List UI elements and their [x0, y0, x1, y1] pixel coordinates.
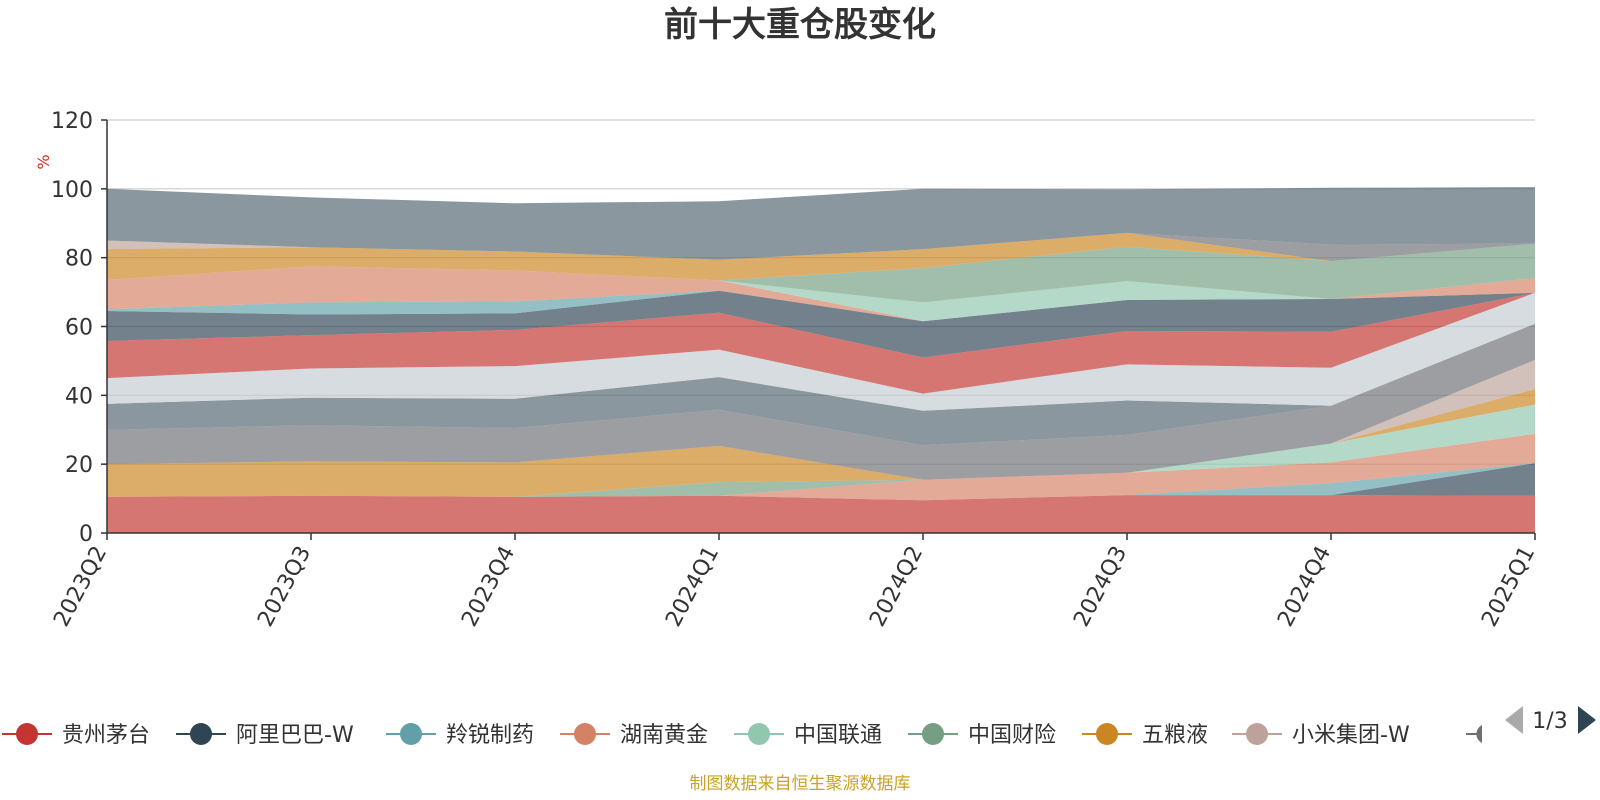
x-tick-label: 2024Q2 [865, 542, 928, 631]
area-series-0 [107, 495, 1535, 533]
legend-item-7[interactable]: 小米集团-W [1232, 723, 1410, 748]
y-tick-label: 100 [51, 178, 93, 203]
legend-circle-icon [190, 723, 212, 745]
legend-circle-icon [400, 723, 422, 745]
y-axis-unit-label: % [34, 154, 53, 169]
area-series-16 [107, 243, 1535, 303]
legend-label: 小米集团-W [1292, 723, 1410, 748]
area-series-8 [107, 323, 1535, 480]
legend-circle-icon [16, 723, 38, 745]
chart-title: 前十大重仓股变化 [664, 5, 936, 45]
legend-label: 中国财险 [968, 723, 1056, 748]
legend-label: 五粮液 [1142, 723, 1208, 748]
x-tick-label: 2023Q4 [457, 542, 520, 631]
legend-page-indicator: 1/3 [1532, 709, 1567, 734]
y-tick-label: 20 [65, 453, 93, 478]
legend-circle-icon [748, 723, 770, 745]
legend-pager: 1/3 [1505, 706, 1596, 734]
area-series-9 [107, 323, 1535, 446]
legend-item-5[interactable]: 中国财险 [908, 723, 1056, 748]
legend-next-page-icon[interactable] [1578, 706, 1596, 734]
legend-item-4[interactable]: 中国联通 [734, 723, 882, 748]
area-series-10 [107, 292, 1535, 411]
x-tick-label: 2024Q1 [661, 542, 724, 631]
legend-item-2[interactable]: 羚锐制药 [386, 723, 534, 748]
y-tick-label: 40 [65, 384, 93, 409]
x-tick-label: 2025Q1 [1477, 542, 1540, 631]
legend-circle-icon [1096, 723, 1118, 745]
legend-label: 阿里巴巴-W [236, 723, 354, 748]
legend-item-0[interactable]: 贵州茅台 [2, 723, 150, 748]
legend-circle-icon [574, 723, 596, 745]
legend-label: 湖南黄金 [620, 723, 708, 748]
legend-label: 贵州茅台 [62, 723, 150, 748]
area-series-20 [107, 187, 1535, 260]
area-series-11 [107, 292, 1535, 394]
y-tick-label: 80 [65, 247, 93, 272]
legend-item-1[interactable]: 阿里巴巴-W [176, 723, 354, 748]
area-series-12 [107, 290, 1535, 358]
y-tick-label: 120 [51, 109, 93, 134]
y-tick-label: 60 [65, 316, 93, 341]
legend-overflow-circle-icon [1476, 725, 1482, 743]
legend-prev-page-icon[interactable] [1505, 706, 1523, 734]
area-series-15 [107, 266, 1535, 322]
x-tick-label: 2023Q3 [253, 542, 316, 631]
legend-circle-icon [922, 723, 944, 745]
area-series-19 [107, 232, 1535, 262]
x-tick-label: 2024Q4 [1273, 542, 1336, 631]
y-tick-label: 0 [79, 522, 93, 547]
area-series-layer [107, 187, 1535, 533]
legend-item-3[interactable]: 湖南黄金 [560, 723, 708, 748]
legend-label: 羚锐制药 [446, 723, 534, 748]
legend-label: 中国联通 [794, 723, 882, 748]
area-series-17 [107, 232, 1535, 281]
legend[interactable]: 贵州茅台 阿里巴巴-W 羚锐制药 湖南黄金 中国联通 中国财险 五粮液 小米集团-W [2, 723, 1482, 748]
x-tick-label: 2023Q2 [49, 542, 112, 631]
area-series-14 [107, 266, 1535, 322]
x-tick-label: 2024Q3 [1069, 542, 1132, 631]
legend-circle-icon [1246, 723, 1268, 745]
area-series-13 [107, 290, 1535, 322]
data-source-footer: 制图数据来自恒生聚源数据库 [690, 774, 911, 794]
area-series-3 [107, 433, 1535, 501]
area-series-6 [107, 389, 1535, 497]
legend-item-6[interactable]: 五粮液 [1082, 723, 1208, 748]
